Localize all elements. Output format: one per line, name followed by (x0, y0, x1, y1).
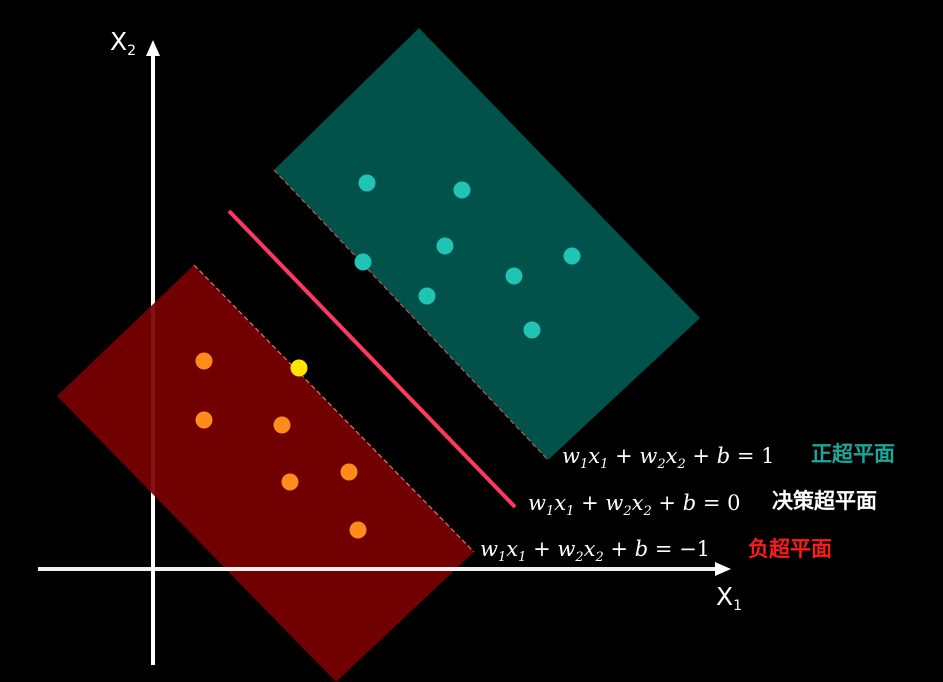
equation-subscript: 1 (498, 550, 506, 565)
decision-hyperplane-label: 决策超平面 (772, 489, 877, 513)
data-points (195, 174, 581, 539)
positive-point (563, 247, 581, 265)
equation-operator: = 1 (730, 444, 774, 468)
equation-operator: + (604, 537, 635, 561)
y-axis-label-sub: 2 (127, 43, 136, 59)
positive-point (505, 267, 523, 285)
negative-hyperplane-line (193, 264, 475, 553)
equation-variable: b (717, 444, 730, 468)
negative-region (57, 265, 474, 682)
equation-variable: w (557, 537, 575, 561)
positive-point (436, 237, 454, 255)
equation-subscript: 1 (546, 504, 554, 519)
positive-equation: w1x1 + w2x2 + b = 1 (562, 444, 774, 472)
negative-hyperplane-label: 负超平面 (748, 537, 832, 561)
positive-point (354, 253, 372, 271)
equation-variable: w (480, 537, 498, 561)
equation-variable: w (562, 444, 580, 468)
equation-subscript: 1 (518, 550, 526, 565)
equation-operator: = −1 (648, 537, 710, 561)
x-axis-label-text: X (716, 582, 733, 611)
equation-variable: b (635, 537, 648, 561)
equation-operator: + (652, 491, 683, 515)
equation-variable: x (632, 491, 644, 515)
negative-point (349, 521, 367, 539)
equation-subscript: 1 (566, 504, 574, 519)
x-axis-arrow (715, 562, 731, 576)
equation-variable: w (605, 491, 623, 515)
equation-operator: + (574, 491, 605, 515)
equation-operator: + (686, 444, 717, 468)
equation-variable: b (683, 491, 696, 515)
equation-variable: x (584, 537, 596, 561)
equation-operator: + (526, 537, 557, 561)
equation-variable: x (666, 444, 678, 468)
equation-subscript: 2 (622, 504, 631, 519)
decision-hyperplane-line (227, 209, 517, 509)
equation-variable: x (506, 537, 518, 561)
support-vector-point (290, 359, 308, 377)
negative-hyperplane-annotation: w1x1 + w2x2 + b = −1 负超平面 (480, 537, 832, 565)
negative-point (195, 411, 213, 429)
x-axis-label: X1 (716, 582, 742, 614)
negative-point (195, 352, 213, 370)
positive-point (453, 181, 471, 199)
equation-operator: + (608, 444, 639, 468)
positive-hyperplane-annotation: w1x1 + w2x2 + b = 1 正超平面 (562, 442, 895, 472)
y-axis-label-text: X (110, 27, 127, 56)
positive-point (523, 321, 541, 339)
positive-point (418, 287, 436, 305)
equation-subscript: 2 (642, 504, 651, 519)
equation-variable: w (639, 444, 657, 468)
equation-variable: x (588, 444, 600, 468)
positive-region (274, 28, 700, 460)
equation-subscript: 1 (580, 457, 588, 472)
y-axis-arrow (146, 40, 160, 56)
negative-point (273, 416, 291, 434)
x-axis-label-sub: 1 (733, 598, 742, 614)
equation-variable: w (528, 491, 546, 515)
equation-variable: x (554, 491, 566, 515)
decision-equation: w1x1 + w2x2 + b = 0 (528, 491, 740, 519)
negative-point (340, 463, 358, 481)
decision-hyperplane-annotation: w1x1 + w2x2 + b = 0 决策超平面 (528, 489, 877, 519)
y-axis-label: X2 (110, 27, 136, 59)
equation-subscript: 2 (676, 457, 685, 472)
equation-subscript: 1 (600, 457, 608, 472)
equation-subscript: 2 (594, 550, 603, 565)
positive-hyperplane-line (273, 169, 549, 461)
positive-hyperplane-label: 正超平面 (811, 442, 895, 466)
negative-equation: w1x1 + w2x2 + b = −1 (480, 537, 710, 565)
negative-point (281, 473, 299, 491)
positive-point (358, 174, 376, 192)
equation-subscript: 2 (574, 550, 583, 565)
equation-subscript: 2 (656, 457, 665, 472)
equation-operator: = 0 (696, 491, 740, 515)
